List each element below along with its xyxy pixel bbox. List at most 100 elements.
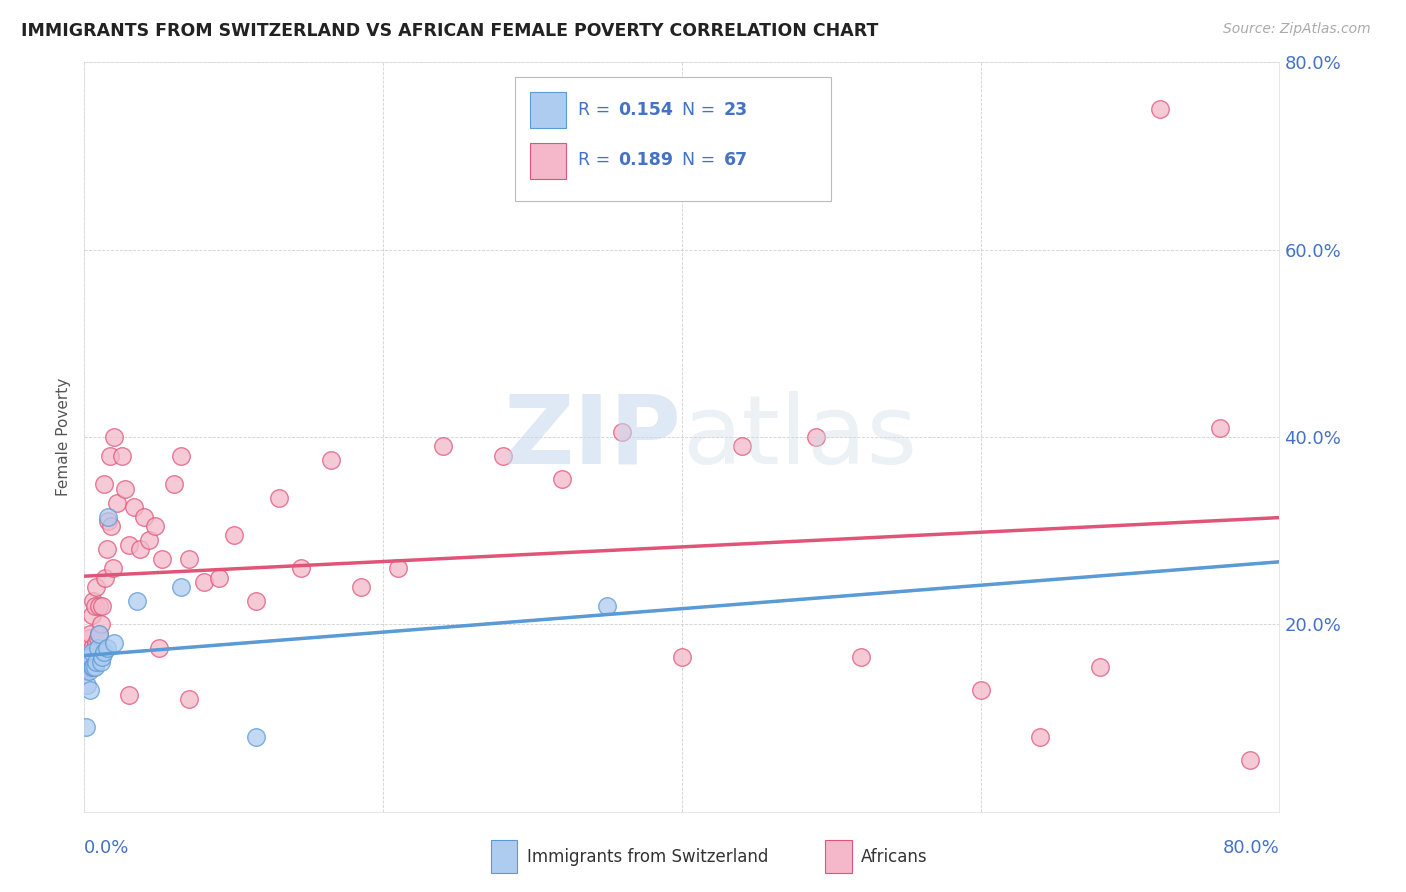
Point (77, 664, 100, 679)
FancyBboxPatch shape (515, 78, 831, 201)
Point (86, 636, 108, 650)
Point (97, 514, 120, 528)
Point (76, 640, 98, 655)
Text: Source: ZipAtlas.com: Source: ZipAtlas.com (1223, 22, 1371, 37)
Point (731, 440, 754, 453)
Point (222, 528, 245, 542)
Point (77, 646, 100, 660)
Point (96, 640, 118, 655)
Point (77, 632, 100, 646)
Bar (530, 143, 567, 178)
Point (111, 449, 134, 463)
Point (290, 561, 312, 575)
Point (319, 453, 342, 467)
Point (91, 599, 114, 613)
Point (143, 519, 166, 533)
Point (79, 626, 101, 640)
Point (150, 551, 173, 566)
Text: ZIP: ZIP (503, 391, 682, 483)
Text: 0.154: 0.154 (619, 101, 673, 119)
Bar (491, 840, 517, 873)
Bar (825, 840, 852, 873)
Point (1029, 730, 1052, 744)
Point (492, 449, 515, 463)
Point (79, 659, 101, 673)
Point (77, 650, 100, 665)
Point (163, 476, 186, 491)
Text: R =: R = (578, 101, 616, 119)
Text: 23: 23 (724, 101, 748, 119)
Point (93, 476, 115, 491)
Point (75, 664, 97, 679)
Point (170, 449, 193, 463)
Point (177, 551, 200, 566)
Point (87, 632, 110, 646)
Point (96, 542, 118, 557)
Point (350, 580, 373, 594)
Point (80, 659, 103, 673)
Point (79, 650, 101, 665)
Point (1209, 421, 1232, 435)
Point (82, 659, 104, 673)
Text: 67: 67 (724, 151, 748, 169)
Point (87, 640, 110, 655)
Point (86, 580, 108, 594)
Point (79, 683, 101, 698)
Text: Africans: Africans (862, 847, 928, 865)
Point (97, 509, 120, 524)
Point (1090, 659, 1112, 673)
Text: N =: N = (682, 101, 721, 119)
Point (100, 519, 122, 533)
Point (138, 533, 160, 547)
Point (82, 594, 104, 608)
Point (208, 571, 231, 585)
Point (82, 650, 104, 665)
Point (148, 640, 170, 655)
Point (80, 646, 103, 660)
Text: 80.0%: 80.0% (1223, 839, 1279, 857)
Bar (530, 92, 567, 128)
Point (118, 538, 141, 552)
Point (76, 655, 98, 669)
Text: R =: R = (578, 151, 616, 169)
Point (86, 655, 108, 669)
Point (132, 509, 156, 524)
Point (101, 561, 124, 575)
Point (94, 571, 117, 585)
Text: atlas: atlas (682, 391, 917, 483)
Point (551, 472, 574, 486)
Point (93, 646, 115, 660)
Point (245, 594, 267, 608)
Point (83, 659, 105, 673)
Point (83, 599, 105, 613)
Point (128, 542, 150, 557)
Point (387, 561, 409, 575)
Point (103, 430, 125, 444)
Point (103, 636, 125, 650)
Point (89, 626, 111, 640)
Point (122, 500, 145, 515)
Point (75, 721, 97, 735)
Point (90, 655, 112, 669)
Point (80, 640, 103, 655)
Text: Immigrants from Switzerland: Immigrants from Switzerland (527, 847, 768, 865)
Point (432, 440, 454, 453)
Text: IMMIGRANTS FROM SWITZERLAND VS AFRICAN FEMALE POVERTY CORRELATION CHART: IMMIGRANTS FROM SWITZERLAND VS AFRICAN F… (21, 22, 879, 40)
Point (76, 678, 98, 692)
Point (596, 599, 619, 613)
Point (177, 692, 200, 706)
Point (89, 599, 111, 613)
Point (193, 575, 215, 590)
Point (90, 617, 112, 632)
Point (118, 688, 141, 702)
Point (105, 496, 128, 510)
Point (114, 482, 136, 496)
Point (98, 449, 121, 463)
Point (83, 640, 105, 655)
Point (612, 425, 634, 440)
Y-axis label: Female Poverty: Female Poverty (56, 378, 72, 496)
Point (851, 650, 873, 665)
Point (80, 608, 103, 623)
Point (170, 580, 193, 594)
Point (267, 491, 290, 505)
